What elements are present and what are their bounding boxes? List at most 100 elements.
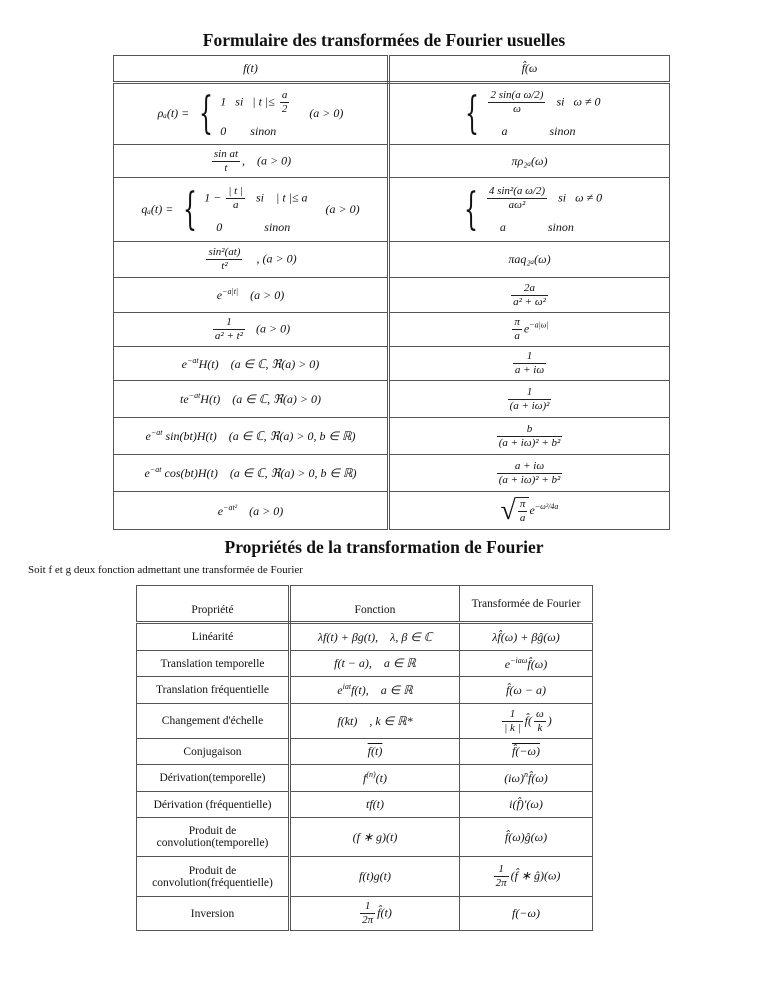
math-text: f̂(t) bbox=[377, 905, 392, 920]
math-text: f̂( bbox=[524, 712, 532, 727]
math-text: (a > 0) bbox=[238, 288, 285, 302]
table-row: e−at cos(bt)H(t) (a ∈ ℂ, ℜ(a) > 0, b ∈ ℝ… bbox=[113, 454, 670, 492]
cell-function: f(kt) , k ∈ ℝ* bbox=[289, 703, 460, 739]
brace-icon: { bbox=[465, 88, 480, 139]
numerator: π bbox=[517, 497, 528, 512]
fraction: | t | a bbox=[226, 184, 246, 212]
cell-function: (f ∗ g)(t) bbox=[289, 817, 460, 857]
cell-transform: 1 | k | f̂(ω k) bbox=[459, 703, 593, 739]
math-text: a sinon bbox=[486, 124, 576, 138]
denominator: ω bbox=[513, 103, 521, 115]
table-row: Conjugaison f(t) f̂(−ω) bbox=[136, 738, 593, 765]
denominator: (a + iω)² bbox=[509, 399, 550, 412]
header-property: Propriété bbox=[136, 585, 291, 624]
superscript: −iaω bbox=[510, 655, 528, 665]
case-line: 2 sin(a ω/2) ω si ω ≠ 0 bbox=[486, 89, 601, 116]
cell-function: te−atH(t) (a ∈ ℂ, ℜ(a) > 0) bbox=[113, 380, 390, 418]
fraction: 1 2π bbox=[360, 900, 376, 927]
table-row: e−atH(t) (a ∈ ℂ, ℜ(a) > 0) 1 a + iω bbox=[113, 346, 670, 381]
numerator: 1 bbox=[212, 316, 245, 330]
case-line: a sinon bbox=[486, 124, 600, 139]
table-row: Produit de convolution(fréquentielle) f(t… bbox=[136, 856, 593, 897]
case-line: 0 sinon bbox=[204, 220, 307, 235]
math-text: si ω ≠ 0 bbox=[547, 94, 601, 109]
cell-function: f(n)(t) bbox=[289, 764, 460, 792]
cell-transform: πρ₂ₐ(ω) bbox=[388, 144, 670, 178]
denominator: a bbox=[514, 330, 520, 342]
cell-transform: (iω)nf̂(ω) bbox=[459, 764, 593, 792]
header-fhat: f̂(ω bbox=[388, 55, 670, 84]
table-row: Translation temporelle f(t − a), a ∈ ℝ e−i… bbox=[136, 650, 593, 677]
fraction: b (a + iω)² + b² bbox=[496, 423, 563, 450]
denominator: a + iω bbox=[514, 364, 545, 376]
math-text: f(t), a ∈ ℝ bbox=[351, 683, 413, 697]
cell-transform: π a e−a|ω| bbox=[388, 312, 670, 347]
math-text: e bbox=[337, 683, 343, 697]
denominator: a bbox=[519, 511, 526, 524]
table-header-row: Propriété Fonction Transformée de Fourie… bbox=[136, 585, 593, 624]
math-text: λf̂(ω) + βĝ(ω) bbox=[492, 629, 560, 644]
math-text: f(−ω) bbox=[512, 906, 540, 920]
table-row: Changement d'échelle f(kt) , k ∈ ℝ* 1 | k |… bbox=[136, 703, 593, 739]
math-text: H(t) (a ∈ ℂ, ℜ(a) > 0) bbox=[200, 392, 321, 406]
denominator: t bbox=[224, 161, 228, 174]
table-row: Produit de convolution(temporelle) (f ∗ g… bbox=[136, 817, 593, 857]
cell-property: Translation fréquentielle bbox=[136, 676, 291, 704]
math-text: λf(t) + βg(t), λ, β ∈ ℂ bbox=[317, 629, 433, 644]
math-text: e bbox=[216, 288, 223, 302]
superscript: iat bbox=[342, 682, 352, 691]
cell-function: sin at t , (a > 0) bbox=[113, 144, 390, 178]
fraction: 2 sin(a ω/2) ω bbox=[488, 89, 546, 116]
cell-transform: 1 2π (f̂ ∗ ĝ)(ω) bbox=[459, 856, 593, 897]
numerator: 1 bbox=[507, 386, 552, 400]
fraction: 2a a² + ω² bbox=[511, 282, 548, 309]
cell-transform: √ π a e−ω²/4a bbox=[388, 491, 670, 530]
superscript: −at bbox=[149, 465, 162, 474]
denominator: a² + t² bbox=[214, 330, 243, 342]
math-text: f bbox=[363, 771, 367, 785]
math-text: (a > 0) bbox=[291, 105, 344, 120]
cell-function: eiatf(t), a ∈ ℝ bbox=[289, 676, 460, 704]
math-text: tf(t) bbox=[366, 797, 384, 811]
table-row: Translation fréquentielle eiatf(t), a ∈ ℝ… bbox=[136, 676, 593, 704]
math-text: 1 si | t |≤ bbox=[220, 94, 278, 109]
numerator: | t | bbox=[226, 184, 246, 199]
cell-function: e−a|t| (a > 0) bbox=[113, 277, 390, 313]
fraction: 1 | k | bbox=[502, 708, 523, 735]
math-text: H(t) (a ∈ ℂ, ℜ(a) > 0) bbox=[198, 356, 320, 371]
fraction: 1 a² + t² bbox=[212, 316, 245, 343]
numerator: a + iω bbox=[496, 460, 563, 474]
cell-function: f(t − a), a ∈ ℝ bbox=[289, 650, 460, 677]
superscript: −a|t| bbox=[222, 287, 239, 296]
math-text: a sinon bbox=[484, 219, 574, 234]
math-text: 0 sinon bbox=[220, 124, 277, 138]
piecewise: {4 sin²(a ω/2) aω² si ω ≠ 0 a sinon bbox=[457, 185, 602, 235]
math-text: (a > 0) bbox=[307, 201, 360, 216]
numerator: 2 sin(a ω/2) bbox=[488, 89, 546, 103]
cell-transform: e−iaωf̂(ω) bbox=[459, 650, 593, 677]
math-text: e bbox=[523, 321, 530, 336]
brace-icon: { bbox=[183, 183, 198, 235]
math-text: (f̂ ∗ ĝ)(ω) bbox=[510, 868, 561, 883]
cell-transform: i(f̂)′(ω) bbox=[459, 791, 593, 818]
radical-icon: √ bbox=[500, 494, 516, 526]
case-line: 4 sin²(a ω/2) aω² si ω ≠ 0 bbox=[485, 185, 602, 212]
fraction: a + iω (a + iω)² + b² bbox=[496, 460, 563, 487]
math-text: πρ₂ₐ(ω) bbox=[511, 153, 548, 168]
cell-function: sin²(at) t² , (a > 0) bbox=[113, 241, 390, 278]
cell-function: e−at² (a > 0) bbox=[113, 491, 390, 530]
title-fourier-formulas: Formulaire des transformées de Fourier u… bbox=[202, 30, 566, 50]
denominator: (a + iω)² + b² bbox=[498, 436, 561, 449]
header-ft: f(t) bbox=[113, 55, 390, 84]
numerator: sin at bbox=[211, 147, 241, 162]
cell-property: Translation temporelle bbox=[136, 650, 291, 677]
math-text: f(t − a), a ∈ ℝ bbox=[334, 656, 416, 670]
math-text: , (a > 0) bbox=[242, 152, 292, 167]
cell-function: qₐ(t) = {1 − | t | a si | t |≤ a 0 sinon … bbox=[113, 177, 390, 242]
cell-property: Changement d'échelle bbox=[136, 703, 291, 739]
superscript: −at bbox=[187, 355, 199, 365]
case-lines: 1 − | t | a si | t |≤ a 0 sinon bbox=[204, 185, 307, 235]
